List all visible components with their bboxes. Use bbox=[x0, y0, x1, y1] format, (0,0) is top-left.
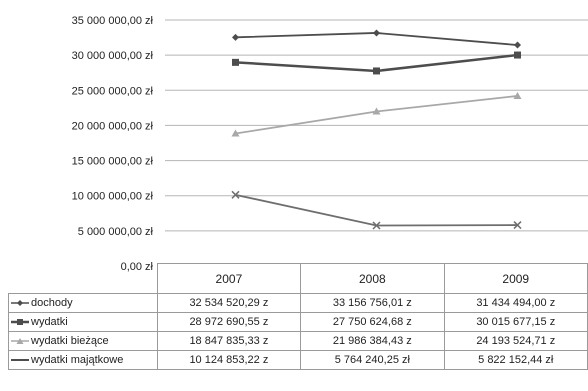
y-tick-label: 30 000 000,00 zł bbox=[72, 50, 154, 62]
data-table-header-row: 2007 2008 2009 bbox=[9, 263, 588, 294]
series-3 bbox=[231, 91, 522, 137]
y-tick-label: 5 000 000,00 zł bbox=[78, 226, 154, 238]
data-point bbox=[513, 91, 522, 99]
y-tick-label: 15 000 000,00 zł bbox=[72, 156, 154, 168]
data-table-corner bbox=[9, 264, 158, 294]
data-label: 28 972 690,55 z bbox=[156, 312, 302, 332]
y-tick-label: 0,00 zł bbox=[121, 261, 154, 273]
data-point bbox=[232, 58, 239, 66]
data-label: 24 193 524,71 z bbox=[443, 331, 588, 351]
y-tick-label: 35 000 000,00 zł bbox=[72, 15, 154, 27]
data-label: 33 156 756,01 z bbox=[300, 293, 445, 313]
data-label: 10 124 853,22 z bbox=[156, 350, 302, 370]
series-lines bbox=[231, 29, 522, 230]
data-label: 5 764 240,25 zł bbox=[300, 350, 445, 370]
legend-key-diamond-icon bbox=[11, 300, 29, 307]
series-line bbox=[235, 95, 518, 135]
legend-label: dochody bbox=[31, 297, 73, 309]
series-2 bbox=[232, 51, 521, 75]
series-line bbox=[235, 193, 518, 227]
legend-entry-wydatki: wydatki bbox=[8, 312, 158, 332]
data-label: 21 986 384,43 z bbox=[300, 331, 445, 351]
data-point bbox=[231, 190, 240, 199]
data-point bbox=[514, 41, 521, 49]
legend-entry-wydatki-biezace: wydatki bieżące bbox=[8, 331, 158, 351]
category-label-2008: 2008 bbox=[300, 263, 445, 294]
category-label-2009: 2009 bbox=[443, 263, 588, 294]
data-table-row-wydatki-biezace: wydatki bieżące 18 847 835,33 z 21 986 3… bbox=[8, 331, 588, 351]
data-point bbox=[373, 29, 380, 37]
legend-key-triangle-icon bbox=[11, 338, 29, 345]
data-table-row-wydatki: wydatki 28 972 690,55 z 27 750 624,68 z … bbox=[8, 312, 588, 332]
data-label: 18 847 835,33 z bbox=[156, 331, 302, 351]
legend-label: wydatki bbox=[31, 316, 68, 328]
y-tick-label: 20 000 000,00 zł bbox=[72, 120, 154, 132]
series-4 bbox=[231, 190, 522, 230]
data-point bbox=[373, 67, 380, 75]
legend-entry-wydatki-majatkowe: wydatki majątkowe bbox=[8, 350, 158, 370]
y-tick-label: 10 000 000,00 zł bbox=[72, 191, 154, 203]
data-table: 2007 2008 2009 dochody 32 534 520,29 z 3… bbox=[8, 263, 588, 370]
data-label: 27 750 624,68 z bbox=[300, 312, 445, 332]
legend-key-line-icon bbox=[11, 359, 29, 362]
data-point bbox=[514, 51, 521, 59]
data-point bbox=[231, 129, 240, 137]
category-label-2007: 2007 bbox=[156, 263, 302, 294]
legend-label: wydatki majątkowe bbox=[31, 354, 124, 366]
data-table-row-dochody: dochody 32 534 520,29 z 33 156 756,01 z … bbox=[8, 293, 588, 313]
legend-entry-dochody: dochody bbox=[8, 293, 158, 313]
series-1 bbox=[232, 29, 521, 49]
legend-label: wydatki bieżące bbox=[31, 335, 109, 347]
data-table-row-wydatki-majatkowe: wydatki majątkowe 10 124 853,22 z 5 764 … bbox=[8, 350, 588, 370]
data-label: 32 534 520,29 z bbox=[156, 293, 302, 313]
y-tick-label: 25 000 000,00 zł bbox=[72, 85, 154, 97]
y-axis-tick-labels: 35 000 000,00 zł 30 000 000,00 zł 25 000 0… bbox=[72, 15, 154, 273]
data-point bbox=[232, 33, 239, 41]
legend-key-square-icon bbox=[11, 319, 29, 326]
data-point bbox=[513, 221, 522, 230]
data-label: 31 434 494,00 z bbox=[443, 293, 588, 313]
data-point bbox=[372, 107, 381, 115]
data-label: 5 822 152,44 zł bbox=[443, 350, 588, 370]
data-label: 30 015 677,15 z bbox=[443, 312, 588, 332]
data-point bbox=[372, 221, 381, 230]
gridlines bbox=[165, 19, 588, 232]
